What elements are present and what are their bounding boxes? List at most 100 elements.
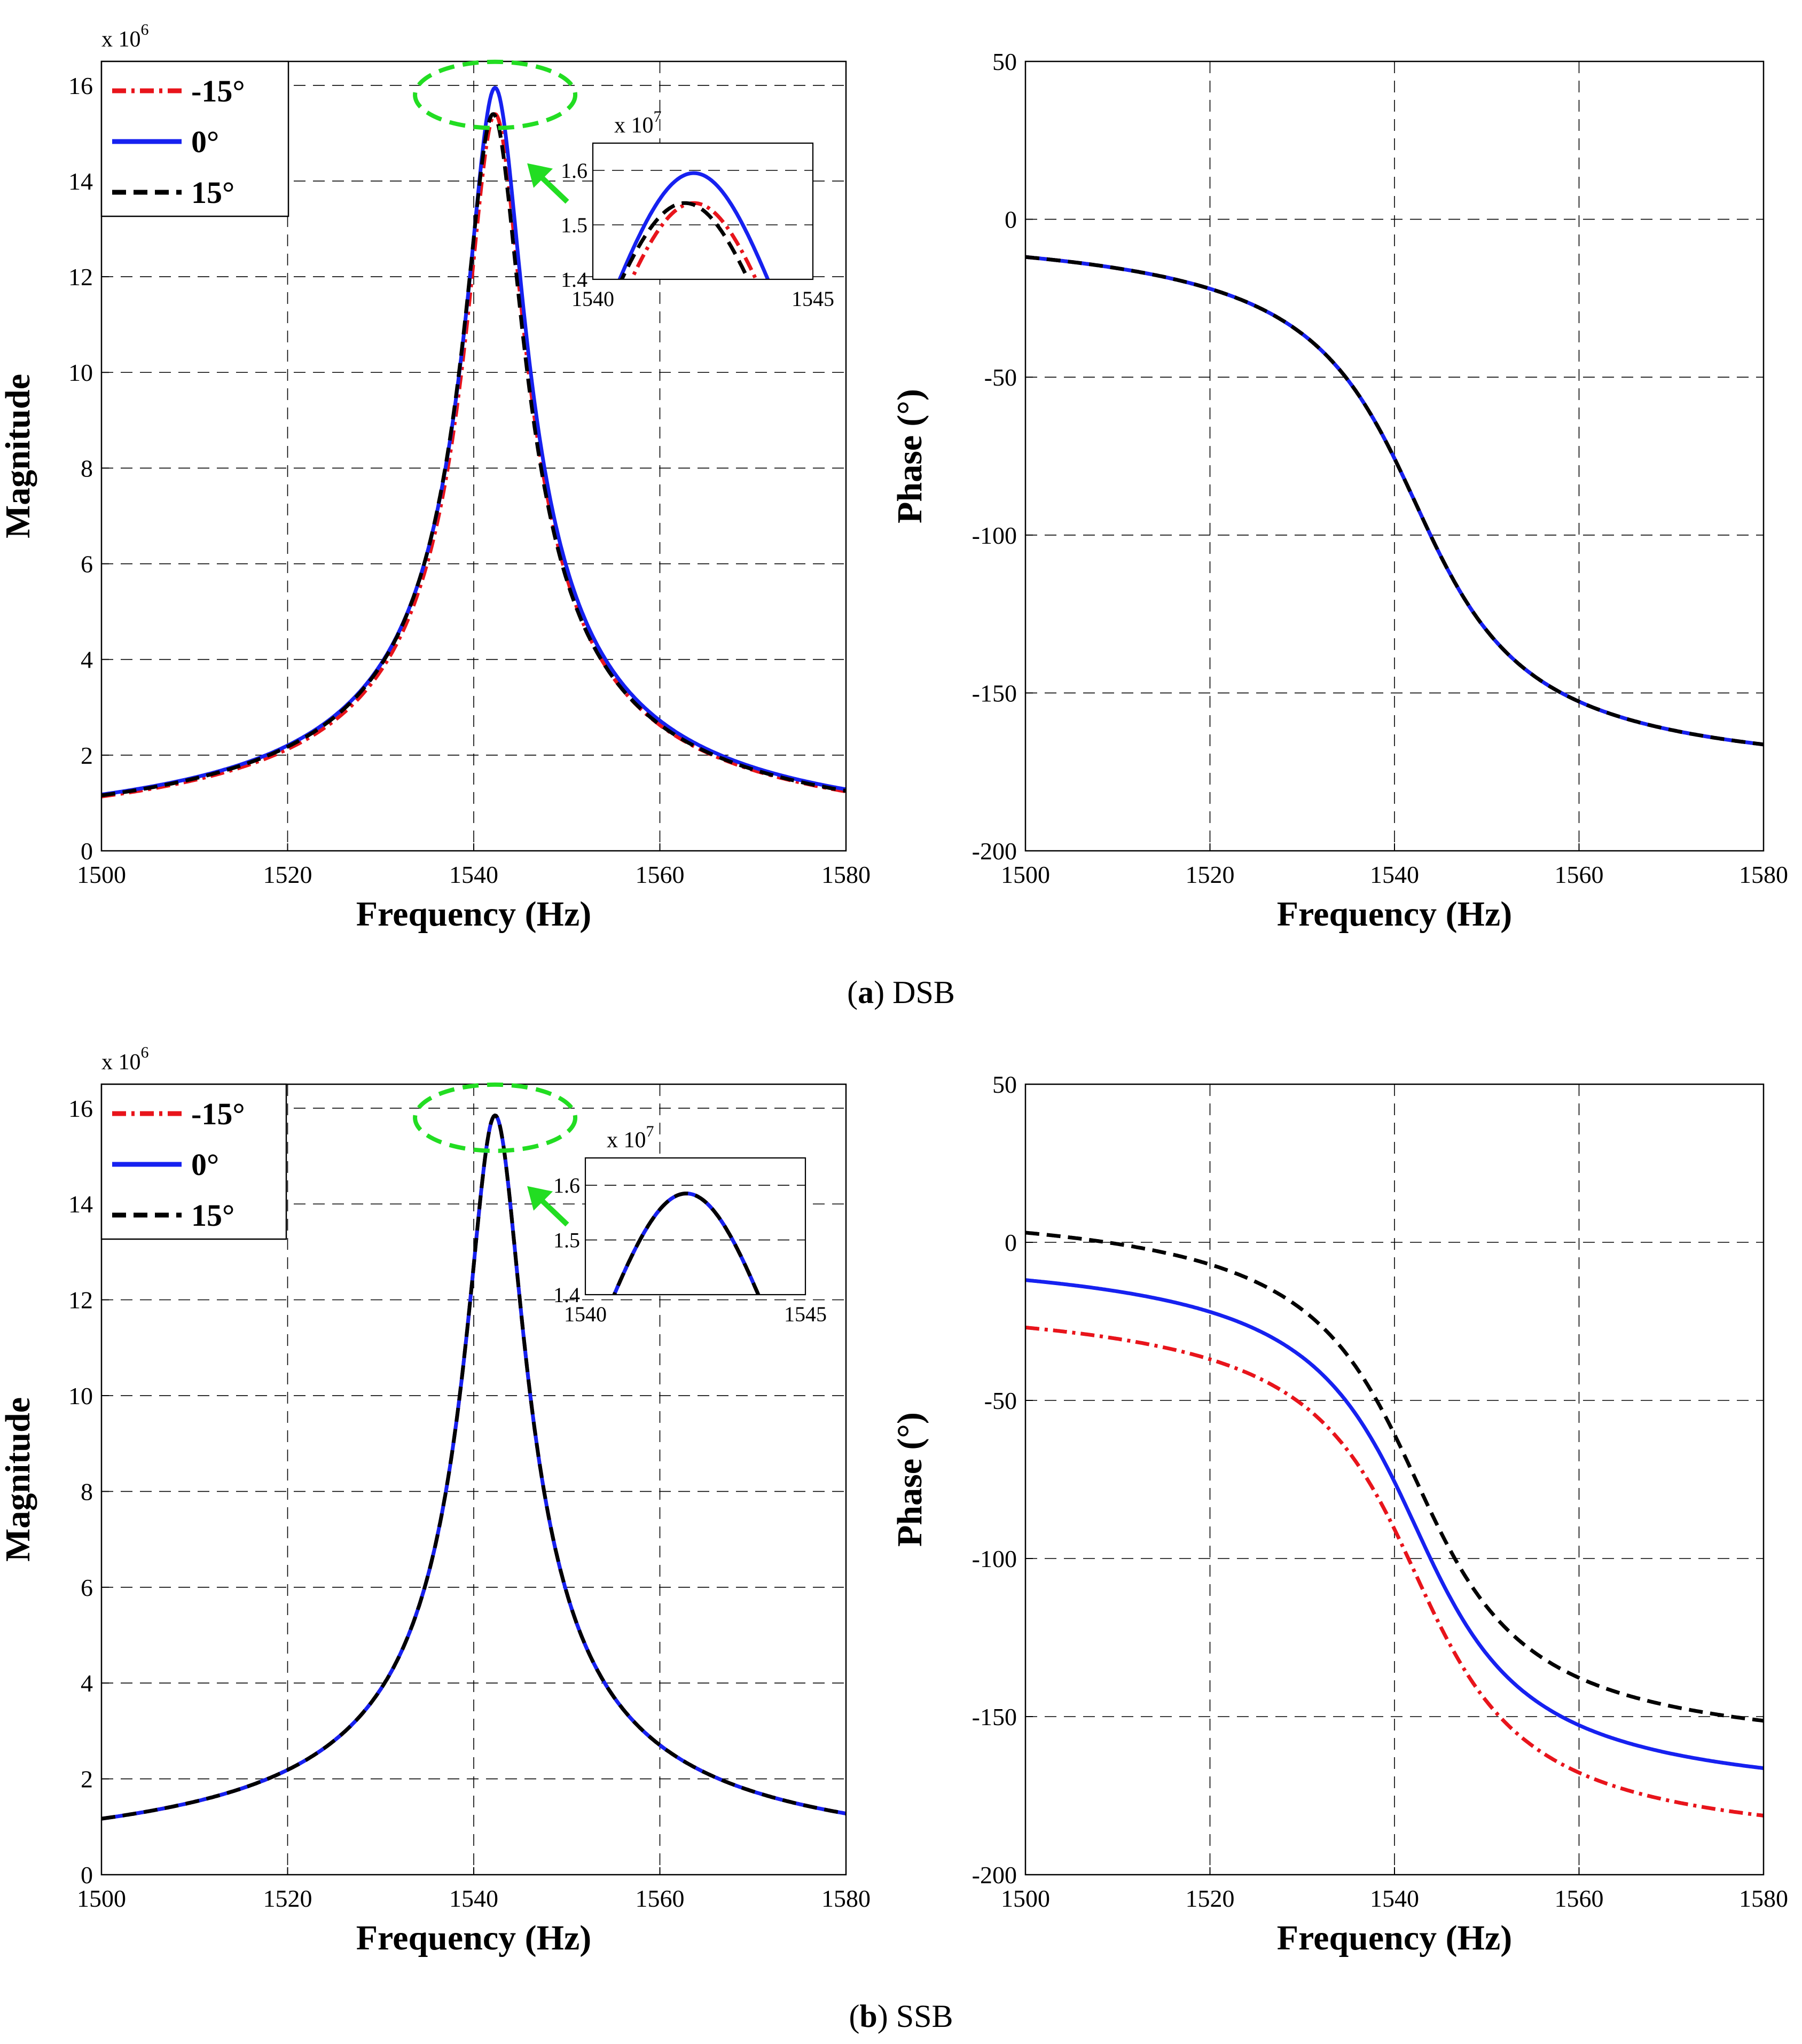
y-tick-label: 14 bbox=[68, 1191, 93, 1218]
y-tick-label: 6 bbox=[81, 1574, 93, 1601]
x-tick-label: 1580 bbox=[1739, 1885, 1788, 1912]
x-tick-label: 1560 bbox=[636, 861, 685, 888]
y-tick-label: 0 bbox=[81, 1861, 93, 1889]
y-tick-label: 6 bbox=[81, 551, 93, 578]
inset-frame bbox=[584, 1157, 806, 1296]
y-axis-label: Magnitude bbox=[0, 374, 37, 538]
legend-label: 0° bbox=[191, 1147, 219, 1182]
y-tick-label: -50 bbox=[984, 1387, 1017, 1414]
x-tick-label: 1540 bbox=[1370, 861, 1419, 888]
x-tick-label: 1540 bbox=[449, 1885, 498, 1912]
inset-plot: 1.4 1.5 1.6 1540 1545 x 107 bbox=[553, 1123, 827, 1326]
inset-x-tick-label: 1545 bbox=[792, 287, 834, 311]
y-tick-label: 0 bbox=[1005, 206, 1017, 233]
y-tick-label: 8 bbox=[81, 1478, 93, 1505]
x-tick-label: 1520 bbox=[263, 1885, 312, 1912]
y-tick-label: 8 bbox=[81, 455, 93, 482]
series-line-minus15 bbox=[100, 112, 847, 798]
x-tick-label: 1520 bbox=[1186, 1885, 1235, 1912]
x-tick-label: 1500 bbox=[77, 861, 126, 888]
legend-box bbox=[100, 60, 289, 217]
zoom-ellipse bbox=[413, 59, 578, 130]
inset-y-tick-label: 1.5 bbox=[553, 1228, 580, 1252]
y-tick-label: 12 bbox=[68, 263, 93, 291]
inset-multiplier-base: x 10 bbox=[607, 1128, 646, 1153]
inset-multiplier: x 107 bbox=[607, 1123, 654, 1153]
y-tick-label: 4 bbox=[81, 1670, 93, 1697]
dsb-magnitude-chart: 1500 1520 1540 1560 1580 0 2 4 6 8 10 12 14 16 Frequen… bbox=[0, 21, 871, 934]
inset-background bbox=[585, 1158, 805, 1295]
y-tick-label: -100 bbox=[972, 522, 1017, 549]
inset-plot: 1.4 1.5 1.6 1540 1545 x 107 bbox=[561, 108, 834, 311]
x-tick-label: 1580 bbox=[1739, 861, 1788, 888]
x-tick-label: 1560 bbox=[1555, 1885, 1604, 1912]
inset-x-tick-label: 1540 bbox=[571, 287, 614, 311]
y-tick-label: 12 bbox=[68, 1287, 93, 1314]
inset-x-tick-label: 1540 bbox=[564, 1302, 607, 1326]
y-tick-label: 0 bbox=[1005, 1229, 1017, 1256]
y-multiplier-base: x 10 bbox=[101, 1050, 141, 1075]
y-tick-label: 16 bbox=[68, 1095, 93, 1122]
x-tick-label: 1520 bbox=[263, 861, 312, 888]
y-multiplier: x 106 bbox=[101, 1044, 149, 1075]
inset-multiplier-exponent: 7 bbox=[646, 1123, 654, 1140]
caption-b: (b) SSB bbox=[849, 1999, 953, 2034]
y-multiplier-exponent: 6 bbox=[141, 1044, 149, 1061]
legend-label: 15° bbox=[191, 1198, 234, 1233]
y-tick-label: -150 bbox=[972, 679, 1017, 707]
legend-label: -15° bbox=[191, 1097, 245, 1131]
x-tick-label: 1560 bbox=[1555, 861, 1604, 888]
y-axis-label: Phase (°) bbox=[890, 1412, 929, 1547]
y-multiplier: x 106 bbox=[101, 21, 149, 52]
inset-x-tick-label: 1545 bbox=[784, 1302, 827, 1326]
inset-series-line bbox=[617, 171, 770, 279]
inset-series bbox=[617, 171, 770, 279]
inset-series-line bbox=[620, 201, 750, 279]
inset-y-tick-label: 1.5 bbox=[561, 213, 587, 237]
y-tick-label: 10 bbox=[68, 359, 93, 386]
inset-series-line bbox=[612, 1192, 761, 1295]
legend-label: 0° bbox=[191, 124, 219, 159]
x-tick-label: 1580 bbox=[821, 1885, 871, 1912]
y-tick-label: -100 bbox=[972, 1545, 1017, 1572]
y-tick-label: 10 bbox=[68, 1382, 93, 1409]
zoom-arrow-head bbox=[527, 163, 553, 188]
y-multiplier-base: x 10 bbox=[101, 27, 141, 52]
x-tick-label: 1500 bbox=[1001, 1885, 1050, 1912]
x-axis-label: Frequency (Hz) bbox=[356, 1918, 592, 1957]
x-axis-label: Frequency (Hz) bbox=[356, 895, 592, 934]
x-tick-label: 1500 bbox=[1001, 861, 1050, 888]
y-axis-label: Phase (°) bbox=[890, 389, 929, 523]
inset-multiplier-exponent: 7 bbox=[654, 108, 662, 126]
y-tick-label: -200 bbox=[972, 837, 1017, 865]
x-tick-label: 1520 bbox=[1186, 861, 1235, 888]
series-line-plus15 bbox=[100, 112, 847, 797]
plot-frame bbox=[1024, 60, 1765, 852]
y-tick-label: 2 bbox=[81, 742, 93, 769]
y-tick-label: 50 bbox=[992, 48, 1017, 75]
inset-y-tick-label: 1.6 bbox=[561, 159, 587, 183]
x-tick-label: 1540 bbox=[1370, 1885, 1419, 1912]
inset-y-tick-label: 1.6 bbox=[553, 1173, 580, 1197]
series-line-zero bbox=[1024, 1278, 1765, 1771]
x-tick-label: 1540 bbox=[449, 861, 498, 888]
y-tick-label: 50 bbox=[992, 1071, 1017, 1098]
caption-a-letter: a bbox=[858, 975, 874, 1010]
caption-a-text: DSB bbox=[892, 975, 955, 1010]
caption-b-letter: b bbox=[859, 1999, 877, 2034]
zoom-arrow-head bbox=[527, 1186, 553, 1211]
y-tick-label: 4 bbox=[81, 646, 93, 673]
series-line-plus15 bbox=[100, 1113, 847, 1821]
caption-a: (a) DSB bbox=[847, 975, 955, 1010]
x-tick-label: 1500 bbox=[77, 1885, 126, 1912]
y-multiplier-exponent: 6 bbox=[141, 21, 149, 38]
x-tick-label: 1560 bbox=[636, 1885, 685, 1912]
y-tick-label: 0 bbox=[81, 837, 93, 865]
inset-y-tick-label: 1.4 bbox=[561, 268, 587, 292]
y-tick-label: -150 bbox=[972, 1703, 1017, 1730]
plot-frame bbox=[1024, 1083, 1765, 1876]
series-line-zero bbox=[1024, 255, 1765, 747]
inset-series bbox=[612, 1192, 761, 1295]
